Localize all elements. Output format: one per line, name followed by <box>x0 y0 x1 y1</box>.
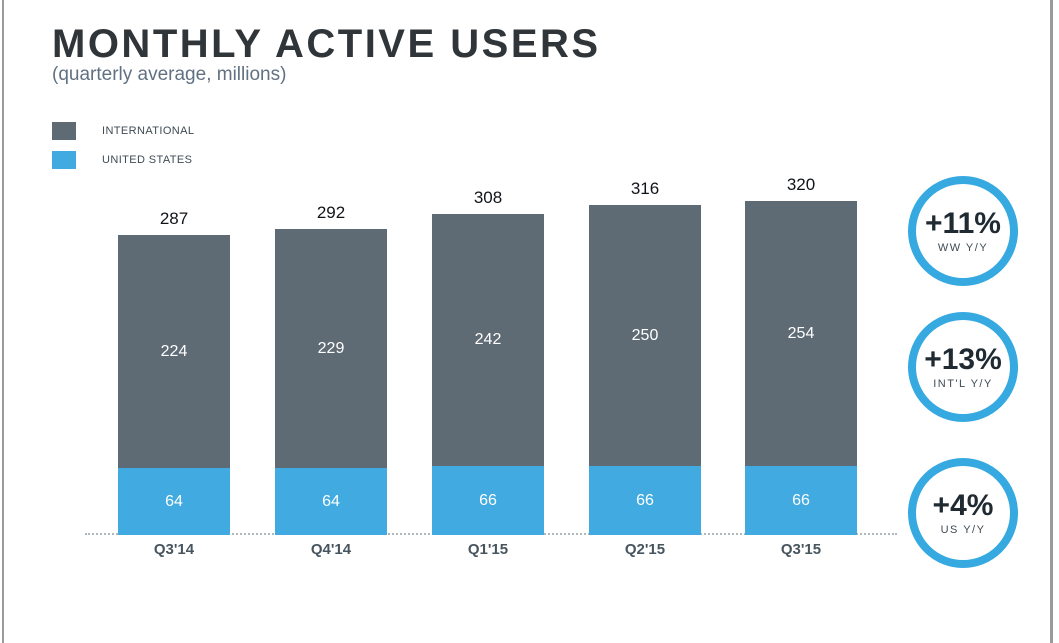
growth-badge-value: +4% <box>932 488 994 522</box>
bar-total-label: 287 <box>159 209 189 228</box>
bar-total-label: 292 <box>316 203 346 222</box>
bar-q1-15: 308 242 66 <box>432 188 544 535</box>
page-edge-left <box>2 0 4 643</box>
growth-badge-value: +13% <box>924 342 1002 376</box>
bar-segment-united-states: 66 <box>432 466 544 535</box>
growth-badge-ww-y-y: +11% WW Y/Y <box>908 176 1018 286</box>
bar-q3-14: 287 224 64 <box>118 209 230 535</box>
bar-segment-international: 254 <box>745 201 857 466</box>
bar-segment-united-states: 66 <box>589 466 701 535</box>
legend-item-international: INTERNATIONAL <box>52 122 194 140</box>
bar-segment-international: 250 <box>589 205 701 466</box>
x-axis-label-q1-15: Q1'15 <box>467 541 509 558</box>
page-subtitle: (quarterly average, millions) <box>52 64 287 85</box>
bar-segment-united-states: 64 <box>118 468 230 535</box>
page-edge-right <box>1050 0 1053 643</box>
bar-q4-14: 292 229 64 <box>275 203 387 535</box>
page-title: MONTHLY ACTIVE USERS <box>52 22 601 66</box>
bar-segment-international: 242 <box>432 214 544 466</box>
x-axis-label-q3-15: Q3'15 <box>780 541 822 558</box>
bar-segment-international: 224 <box>118 235 230 468</box>
bar-segment-united-states: 64 <box>275 468 387 535</box>
legend: INTERNATIONAL UNITED STATES <box>52 122 194 180</box>
growth-badge-us-y-y: +4% US Y/Y <box>908 458 1018 568</box>
bar-segment-international: 229 <box>275 229 387 468</box>
growth-badge-value: +11% <box>925 206 1001 240</box>
bar-q2-15: 316 250 66 <box>589 179 701 535</box>
growth-badge-label: WW Y/Y <box>937 242 989 255</box>
growth-badge-label: US Y/Y <box>940 524 986 537</box>
bar-total-label: 308 <box>473 188 503 207</box>
legend-swatch-united-states <box>52 151 76 169</box>
x-axis-label-q4-14: Q4'14 <box>310 541 352 558</box>
bar-total-label: 320 <box>786 175 816 194</box>
bar-total-label: 316 <box>630 179 660 198</box>
bar-segment-united-states: 66 <box>745 466 857 535</box>
legend-label: UNITED STATES <box>102 154 193 166</box>
legend-swatch-international <box>52 122 76 140</box>
bar-q3-15: 320 254 66 <box>745 175 857 535</box>
growth-badge-int-l-y-y: +13% INT'L Y/Y <box>908 312 1018 422</box>
growth-badge-label: INT'L Y/Y <box>933 378 993 391</box>
legend-label: INTERNATIONAL <box>102 125 195 137</box>
legend-item-united-states: UNITED STATES <box>52 151 194 169</box>
x-axis-label-q2-15: Q2'15 <box>624 541 666 558</box>
x-axis-label-q3-14: Q3'14 <box>153 541 195 558</box>
